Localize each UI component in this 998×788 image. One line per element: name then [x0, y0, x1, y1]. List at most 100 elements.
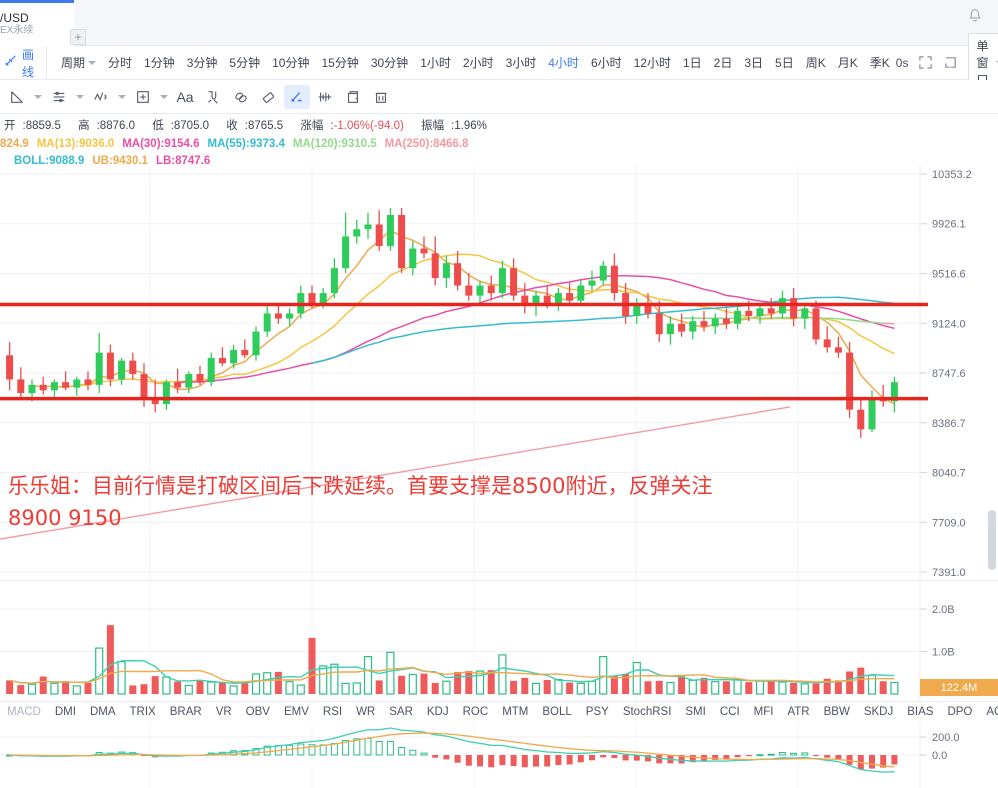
- indicator-tab-ROC[interactable]: ROC: [462, 706, 489, 718]
- refresh-rate-label[interactable]: 0s: [895, 55, 909, 70]
- candle: [644, 303, 652, 314]
- candle: [655, 313, 663, 335]
- text-icon[interactable]: Aa: [176, 88, 194, 105]
- volume-bar: [543, 679, 551, 694]
- period-item-12小时[interactable]: 12小时: [633, 56, 671, 70]
- period-item-5日[interactable]: 5日: [775, 56, 794, 70]
- price-chart-pane[interactable]: 10353.2 9926.1 9516.6 9124.0 8747.6 8386.7 804…: [0, 166, 998, 580]
- indicator-tab-TRIX[interactable]: TRIX: [129, 706, 156, 718]
- indicator-tab-MTM[interactable]: MTM: [502, 706, 529, 718]
- horizontal-lines-icon[interactable]: [46, 85, 72, 109]
- visibility-icon[interactable]: [312, 85, 338, 109]
- indicator-tab-BOLL[interactable]: BOLL: [542, 706, 572, 718]
- period-item-3分钟[interactable]: 3分钟: [186, 56, 218, 70]
- period-item-1日[interactable]: 1日: [682, 56, 702, 70]
- indicator-tab-SAR[interactable]: SAR: [389, 706, 413, 718]
- period-item-10分钟[interactable]: 10分钟: [272, 56, 310, 70]
- price-axis-scroll-nub[interactable]: [988, 510, 996, 570]
- indicator-tab-ATR[interactable]: ATR: [787, 706, 810, 718]
- macd-dea-line: [9, 732, 895, 768]
- macd-bar: [297, 743, 305, 756]
- add-tab-button[interactable]: +: [70, 29, 86, 45]
- period-item-6小时[interactable]: 6小时: [590, 56, 622, 70]
- wave-icon[interactable]: [88, 85, 114, 109]
- indicator-tab-VR[interactable]: VR: [215, 706, 232, 718]
- trash-icon[interactable]: [368, 85, 394, 109]
- ma-value-5: MA(250):8466.8: [384, 138, 469, 150]
- candle: [263, 313, 271, 332]
- indicator-tab-CCI[interactable]: CCI: [719, 706, 740, 718]
- indicator-tab-DMI[interactable]: DMI: [54, 706, 76, 718]
- indicator-tab-WR[interactable]: WR: [356, 706, 376, 718]
- indicator-tab-EMV[interactable]: EMV: [283, 706, 309, 718]
- period-item-季K[interactable]: 季K: [869, 56, 890, 70]
- symbol-tab[interactable]: /USD EX永续: [0, 0, 74, 46]
- volume-bar: [566, 682, 574, 694]
- indicator-tab-BRAR[interactable]: BRAR: [169, 706, 202, 718]
- popout-icon[interactable]: [943, 55, 958, 71]
- magnet-icon[interactable]: [200, 85, 226, 109]
- period-item-4小时[interactable]: 4小时: [548, 56, 579, 70]
- ma-value-1: MA(13):9036.0: [36, 138, 115, 150]
- period-item-30分钟[interactable]: 30分钟: [370, 56, 409, 70]
- draw-mode-button[interactable]: 画线: [0, 46, 48, 79]
- indicator-tab-DPO[interactable]: DPO: [947, 706, 973, 718]
- shapes-icon[interactable]: [130, 85, 156, 109]
- indicator-tab-SKDJ[interactable]: SKDJ: [863, 706, 894, 718]
- volume-axis-tick-1: 1.0B: [932, 647, 955, 659]
- period-item-3日[interactable]: 3日: [744, 56, 764, 70]
- candle: [230, 349, 238, 364]
- shapes-caret-icon[interactable]: [158, 85, 170, 109]
- candle: [62, 382, 70, 388]
- indicator-tab-MFI[interactable]: MFI: [753, 706, 774, 718]
- indicator-tab-RSI[interactable]: RSI: [322, 706, 343, 718]
- price-axis-tick-3: 9124.0: [932, 318, 966, 330]
- candle: [666, 323, 674, 335]
- lock-icon[interactable]: [228, 85, 254, 109]
- horizontal-lines-caret-icon[interactable]: [74, 85, 86, 109]
- volume-chart-svg: 2.0B 1.0B: [0, 580, 998, 702]
- period-item-分时[interactable]: 分时: [108, 56, 133, 70]
- indicator-tab-AO[interactable]: AO: [986, 706, 998, 718]
- period-item-周K[interactable]: 周K: [805, 56, 826, 70]
- indicator-tab-DMA[interactable]: DMA: [89, 706, 116, 718]
- macd-bar: [745, 755, 752, 757]
- indicator-tab-OBV[interactable]: OBV: [245, 706, 270, 718]
- macd-bar: [252, 748, 260, 756]
- period-item-3小时[interactable]: 3小时: [505, 56, 537, 70]
- period-item-5分钟[interactable]: 5分钟: [229, 56, 261, 70]
- indicator-tab-PSY[interactable]: PSY: [585, 706, 609, 718]
- volume-bar: [151, 676, 159, 694]
- volume-bar: [767, 681, 775, 694]
- period-item-2日[interactable]: 2日: [713, 56, 733, 70]
- volume-bar: [554, 678, 563, 695]
- indicator-tab-BBW[interactable]: BBW: [823, 706, 850, 718]
- trendline-icon[interactable]: [4, 85, 30, 109]
- period-item-2小时[interactable]: 2小时: [462, 56, 494, 70]
- volume-chart-pane[interactable]: 2.0B 1.0B: [0, 580, 998, 702]
- volume-bar: [386, 651, 395, 695]
- ma-value-0: ):8824.9: [0, 138, 29, 150]
- macd-chart-pane[interactable]: 200.0 0.0: [0, 722, 998, 788]
- volume-bar: [50, 682, 59, 695]
- indicator-tab-MACD[interactable]: MACD: [7, 706, 41, 718]
- clone-icon[interactable]: [340, 85, 366, 109]
- indicator-tab-KDJ[interactable]: KDJ: [426, 706, 449, 718]
- indicator-tab-BIAS[interactable]: BIAS: [907, 706, 934, 718]
- eraser-icon[interactable]: [256, 85, 282, 109]
- candle: [790, 298, 798, 319]
- trendline-caret-icon[interactable]: [32, 85, 44, 109]
- volume-bar: [644, 681, 652, 694]
- period-item-1分钟[interactable]: 1分钟: [144, 56, 175, 70]
- period-dropdown[interactable]: 周期: [55, 51, 102, 74]
- indicator-tab-SMI[interactable]: SMI: [685, 706, 706, 718]
- draw-pen-icon[interactable]: [284, 84, 310, 109]
- period-item-15分钟[interactable]: 15分钟: [321, 56, 359, 70]
- fullscreen-icon[interactable]: [918, 55, 933, 71]
- indicator-tab-StochRSI[interactable]: StochRSI: [622, 706, 672, 718]
- wave-caret-icon[interactable]: [116, 85, 128, 109]
- period-item-月K[interactable]: 月K: [837, 56, 858, 70]
- bell-icon[interactable]: [966, 7, 984, 25]
- period-item-1小时[interactable]: 1小时: [420, 56, 451, 70]
- period-dropdown-label: 周期: [61, 56, 86, 70]
